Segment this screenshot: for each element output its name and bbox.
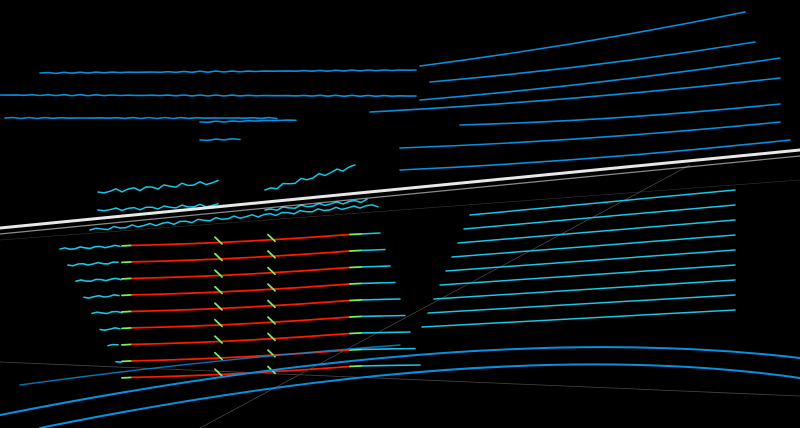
scan-segment-transition [121,244,133,247]
scan-line-near [83,293,120,299]
scan-segment-transition [349,233,363,236]
scan-line-near [75,277,122,283]
scan-line-near [361,314,406,318]
scan-segment-transition [214,285,223,295]
scan-segment-transition [214,318,223,328]
scan-line-far [39,69,417,75]
scan-line-far [419,57,781,101]
scan-line-far [4,116,278,120]
scan-line-near [99,326,121,332]
scan-line-far [429,41,756,83]
ground-line [0,155,800,235]
scan-line-near [361,298,401,301]
scan-segment-transition [267,332,276,342]
scan-segment-transition [214,368,223,377]
scan-segment-transition [121,327,133,330]
scan-line-near [59,244,121,251]
scan-segment-transition [121,376,133,379]
scan-line-near [264,164,356,191]
scan-segment-transition [267,250,276,259]
scan-line-near [67,261,119,267]
scan-segment-highlight [131,349,351,362]
scan-line-near [463,204,736,230]
scan-segment-highlight [131,283,351,296]
scan-segment-highlight [131,250,351,263]
scan-segment-transition [214,269,223,278]
scan-segment-transition [121,277,133,280]
scan-line-far [399,139,791,171]
scan-line-near [89,204,379,231]
scan-segment-transition [349,315,363,318]
scan-segment-transition [349,249,363,252]
scan-segment-transition [267,283,276,292]
scan-segment-transition [214,236,223,245]
scan-segment-transition [349,365,363,368]
scan-line-near [361,248,386,252]
grid-line [0,179,800,241]
scan-segment-transition [214,302,223,311]
scan-line-near [439,264,736,286]
scan-segment-transition [121,294,133,297]
scan-line-near [361,281,396,285]
scan-segment-transition [121,360,133,363]
scan-segment-transition [214,252,223,262]
scan-line-near [421,309,736,328]
scan-line-near [97,179,219,194]
scan-line-near [107,343,119,347]
scan-segment-highlight [131,299,351,313]
scan-line-foreground [39,363,800,428]
scan-line-far [369,77,781,113]
scan-segment-transition [349,266,363,269]
scan-line-foreground [0,346,800,416]
scan-line-near [97,203,219,212]
scan-segment-transition [267,299,276,309]
scan-line-near [361,232,381,235]
scan-segment-transition [214,335,223,344]
scan-segment-transition [349,332,363,335]
scan-segment-transition [267,316,276,325]
scan-segment-highlight [131,316,351,329]
scan-segment-highlight [131,266,351,280]
scan-segment-highlight [131,233,351,247]
scan-segment-transition [121,261,133,264]
scan-line-far [459,103,781,126]
scan-line-near [433,279,736,300]
scan-line-far [399,121,781,149]
scan-segment-transition [121,310,133,313]
scan-line-far [199,137,241,142]
scan-segment-transition [267,266,276,276]
scan-line-near [361,347,416,351]
scan-line-near [264,198,368,211]
scan-segment-highlight [131,332,351,346]
scan-line-near [361,265,391,268]
scan-line-foreground [19,344,401,386]
scan-line-far [419,11,746,67]
scan-segment-transition [349,348,363,351]
scan-line-near [361,331,411,334]
ground-line [0,148,800,230]
scan-segment-transition [214,351,223,361]
grid-line [199,164,691,428]
scan-line-near [451,234,736,258]
grid-line [0,361,800,397]
scan-line-near [91,310,123,315]
scan-segment-transition [349,282,363,285]
scan-segment-transition [349,299,363,302]
scan-line-near [427,294,736,314]
scan-segment-transition [267,233,276,243]
scan-line-near [457,219,736,244]
scan-line-far [0,93,417,98]
scan-line-far [199,119,297,124]
scan-segment-transition [121,343,133,346]
scan-line-near [361,364,421,367]
scan-line-near [469,189,736,216]
scan-line-near [445,249,736,272]
scan-line-near [115,360,122,363]
